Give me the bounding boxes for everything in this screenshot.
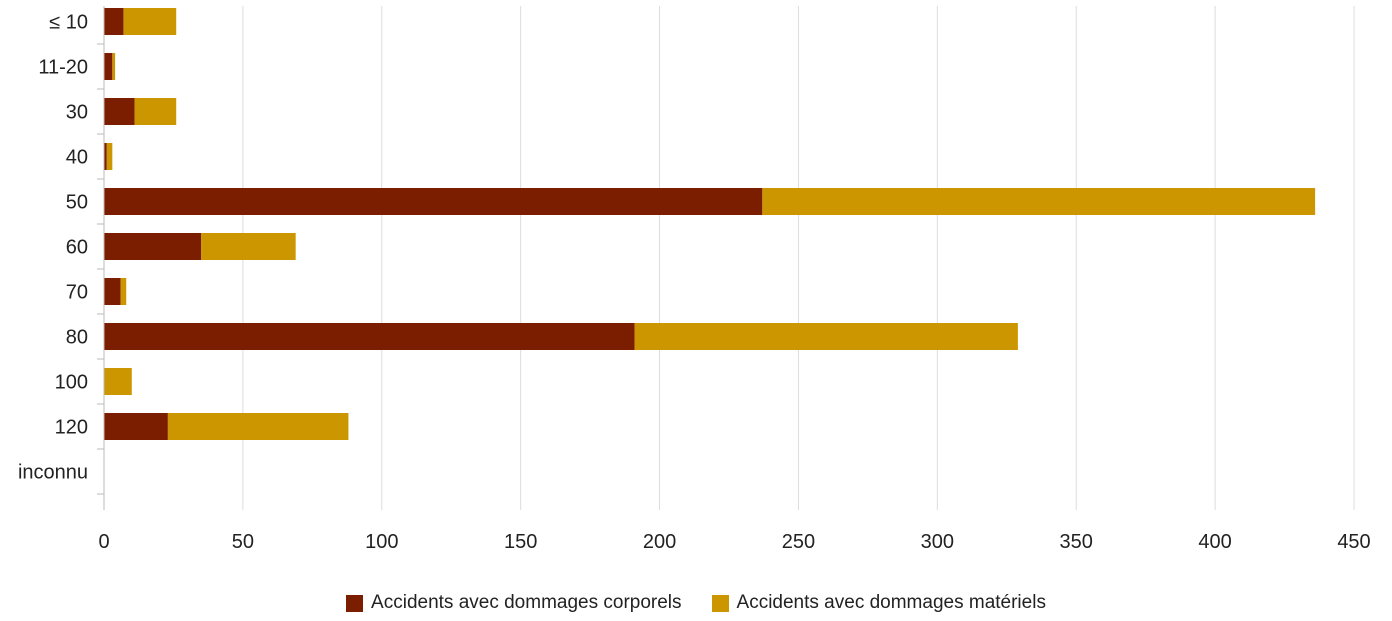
bar-segment-s0-9: [104, 413, 168, 440]
x-tick-label: 250: [782, 531, 815, 553]
bar-segment-s0-7: [104, 323, 635, 350]
bar-segment-s1-1: [112, 53, 116, 80]
y-tick-label: 30: [66, 102, 88, 124]
legend-item-materiels: Accidents avec dommages matériels: [711, 592, 1046, 614]
legend-label-materiels: Accidents avec dommages matériels: [736, 592, 1046, 613]
bar-segment-s0-6: [104, 278, 121, 305]
y-tick-label: 120: [55, 417, 88, 439]
legend-swatch-corporels: [346, 594, 364, 612]
bars: [104, 8, 1316, 440]
y-tick-label: 60: [66, 237, 88, 259]
y-tick-label: 70: [66, 282, 88, 304]
x-tick-label: 150: [504, 531, 537, 553]
x-tick-label: 450: [1337, 531, 1370, 553]
y-tick-label: 40: [66, 147, 88, 169]
bar-segment-s0-5: [104, 233, 202, 260]
bar-segment-s1-0: [123, 8, 177, 35]
bar-segment-s0-0: [104, 8, 124, 35]
x-tick-label: 200: [643, 531, 676, 553]
bar-segment-s1-9: [167, 413, 349, 440]
legend-label-corporels: Accidents avec dommages corporels: [371, 592, 682, 613]
y-tick-label: inconnu: [18, 462, 88, 484]
legend: Accidents avec dommages corporels Accide…: [0, 592, 1392, 614]
bar-chart-svg: ≤ 10 11-20 30 40 50 60 70 80 100 120 inconnu 0 50 100…: [18, 6, 1371, 553]
x-tick-label: 100: [365, 531, 398, 553]
y-tick-label: 100: [55, 372, 88, 394]
bar-segment-s0-2: [104, 98, 135, 125]
x-tick-label: 300: [921, 531, 954, 553]
legend-swatch-materiels: [711, 594, 729, 612]
bar-segment-s0-1: [104, 53, 113, 80]
bar-segment-s1-6: [120, 278, 127, 305]
x-tick-label: 400: [1198, 531, 1231, 553]
bar-segment-s1-3: [106, 143, 113, 170]
bar-segment-s1-4: [762, 188, 1316, 215]
grid-lines: [242, 6, 1355, 510]
legend-item-corporels: Accidents avec dommages corporels: [346, 592, 682, 614]
axes: ≤ 10 11-20 30 40 50 60 70 80 100 120 inconnu 0 50 100…: [18, 6, 1371, 553]
bar-segment-s1-5: [201, 233, 296, 260]
y-tick-label: 11-20: [38, 57, 88, 79]
bar-segment-s1-7: [634, 323, 1018, 350]
y-tick-label: ≤ 10: [49, 12, 88, 34]
bar-segment-s0-4: [104, 188, 763, 215]
bar-segment-s1-8: [104, 368, 132, 395]
y-tick-label: 50: [66, 192, 88, 214]
bar-segment-s1-2: [134, 98, 177, 125]
bar-segment-s0-3: [104, 143, 107, 170]
x-tick-label: 0: [98, 531, 109, 553]
x-tick-label: 50: [232, 531, 254, 553]
y-tick-label: 80: [66, 327, 88, 349]
x-tick-label: 350: [1060, 531, 1093, 553]
